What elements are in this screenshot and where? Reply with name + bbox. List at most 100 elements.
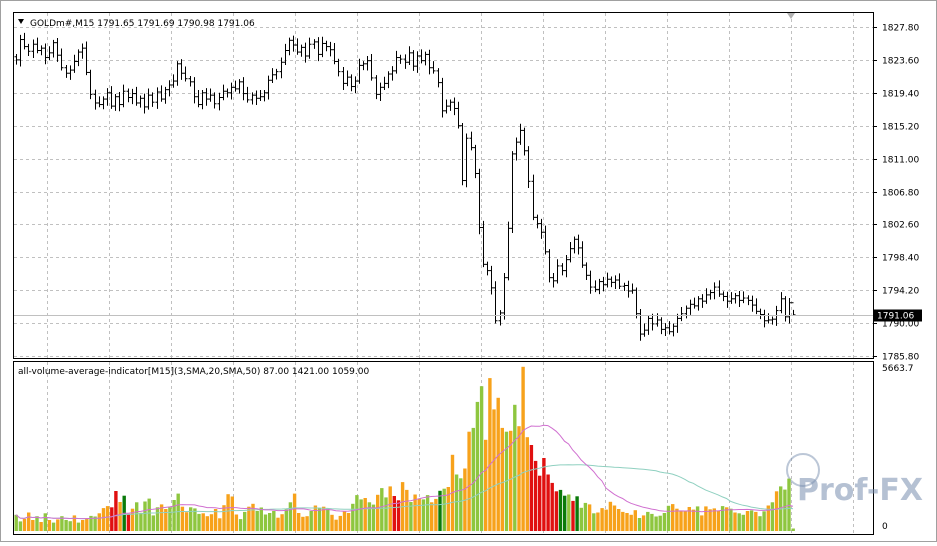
ohlc-bar: [378, 82, 383, 102]
volume-bar: [56, 519, 60, 531]
ohlc-bar: [717, 280, 722, 297]
ohlc-bar: [167, 80, 172, 97]
ohlc-bar: [105, 88, 110, 106]
ohlc-bar: [568, 242, 573, 263]
volume-bar: [371, 504, 376, 531]
ohlc-bar: [93, 89, 98, 110]
ohlc-bar: [88, 69, 93, 100]
ohlc-bar: [155, 87, 160, 109]
volume-bar: [110, 507, 114, 531]
ohlc-bar: [303, 42, 308, 63]
ohlc-bar: [225, 88, 230, 98]
ohlc-bar: [121, 84, 126, 108]
watermark-text: Prof-FX: [797, 473, 923, 508]
ohlc-bar: [291, 35, 296, 52]
volume-bar: [554, 491, 559, 531]
volume-bar: [238, 519, 243, 531]
ohlc-bar: [35, 37, 40, 54]
volume-bar: [579, 507, 583, 531]
ohlc-bar: [535, 214, 540, 229]
ohlc-bar: [361, 61, 366, 71]
current-price-badge: 1791.06: [874, 309, 922, 322]
ohlc-bar: [506, 221, 511, 281]
ohlc-bar: [130, 88, 135, 105]
volume-bar: [47, 520, 52, 531]
ohlc-bar: [427, 49, 432, 75]
volume-bar: [342, 511, 347, 531]
volume-bar: [388, 486, 392, 531]
current-price-label: 1791.06: [877, 312, 914, 322]
ohlc-bar: [609, 276, 614, 288]
volume-bar: [189, 507, 193, 531]
ohlc-bar: [679, 307, 684, 322]
volume-bar: [268, 513, 272, 531]
volume-bar: [438, 490, 442, 531]
volume-bar: [313, 505, 318, 531]
ohlc-bar: [423, 51, 428, 66]
volume-bar: [637, 518, 642, 531]
volume-bar: [101, 508, 106, 531]
ohlc-bar: [254, 90, 259, 105]
price-axis-label: 1827.80: [882, 24, 919, 34]
ohlc-bar: [336, 58, 341, 77]
price-axis-label: 1785.80: [882, 353, 919, 363]
volume-bar: [475, 401, 480, 531]
ohlc-bar: [117, 92, 122, 112]
volume-bar: [355, 495, 359, 531]
ohlc-bar: [493, 281, 498, 324]
volume-bar: [695, 506, 700, 531]
price-axis: 1827.80 1823.60 1819.40 1815.20 1811.00 1806.…: [873, 24, 919, 363]
volume-bar: [97, 513, 101, 531]
ohlc-bar: [250, 92, 255, 105]
volume-pane: [13, 361, 874, 535]
ohlc-bar: [489, 265, 494, 295]
ohlc-bar: [262, 90, 267, 102]
ohlc-bar: [510, 151, 515, 234]
ohlc-bar: [175, 61, 180, 86]
ohlc-bar: [283, 43, 288, 65]
chart-shift-marker-icon[interactable]: [787, 13, 795, 19]
watermark-circle: [786, 453, 820, 487]
ohlc-bar: [208, 88, 213, 102]
ohlc-bar: [320, 36, 325, 58]
ohlc-bar: [328, 41, 333, 57]
volume-bar: [135, 502, 139, 531]
volume-bar: [442, 488, 446, 531]
ohlc-bar: [374, 75, 379, 100]
ohlc-bar: [68, 65, 73, 80]
volume-bar: [68, 521, 72, 531]
ohlc-bar: [684, 305, 689, 319]
volume-bar: [272, 511, 276, 531]
ohlc-bar: [431, 61, 436, 74]
price-pane: [13, 12, 874, 359]
volume-bar: [737, 513, 741, 531]
ohlc-bar: [741, 291, 746, 304]
volume-bar: [276, 517, 280, 531]
price-axis-label: 1802.60: [882, 221, 919, 231]
volume-bar: [446, 487, 450, 531]
ohlc-bar: [369, 54, 374, 81]
ohlc-bar: [204, 88, 209, 106]
volume-bar: [126, 513, 131, 531]
ohlc-bar: [237, 79, 242, 94]
ohlc-bar: [456, 101, 461, 129]
ohlc-bar: [444, 99, 449, 114]
volume-bar: [130, 508, 135, 531]
volume-bar: [658, 515, 662, 531]
volume-bar: [380, 488, 384, 531]
volume-bar: [625, 513, 629, 531]
ohlc-bar: [758, 308, 763, 320]
ohlc-bar: [43, 43, 48, 65]
volume-bar: [479, 386, 484, 531]
ohlc-bar: [605, 272, 610, 288]
volume-bar: [687, 507, 691, 531]
volume-bar: [139, 512, 143, 531]
dropdown-triangle-icon[interactable]: [18, 19, 24, 24]
ohlc-bar: [704, 288, 709, 304]
ohlc-bar: [580, 241, 585, 268]
price-grid: [14, 13, 873, 358]
volume-bar: [288, 502, 293, 531]
volume-bar: [164, 509, 168, 531]
